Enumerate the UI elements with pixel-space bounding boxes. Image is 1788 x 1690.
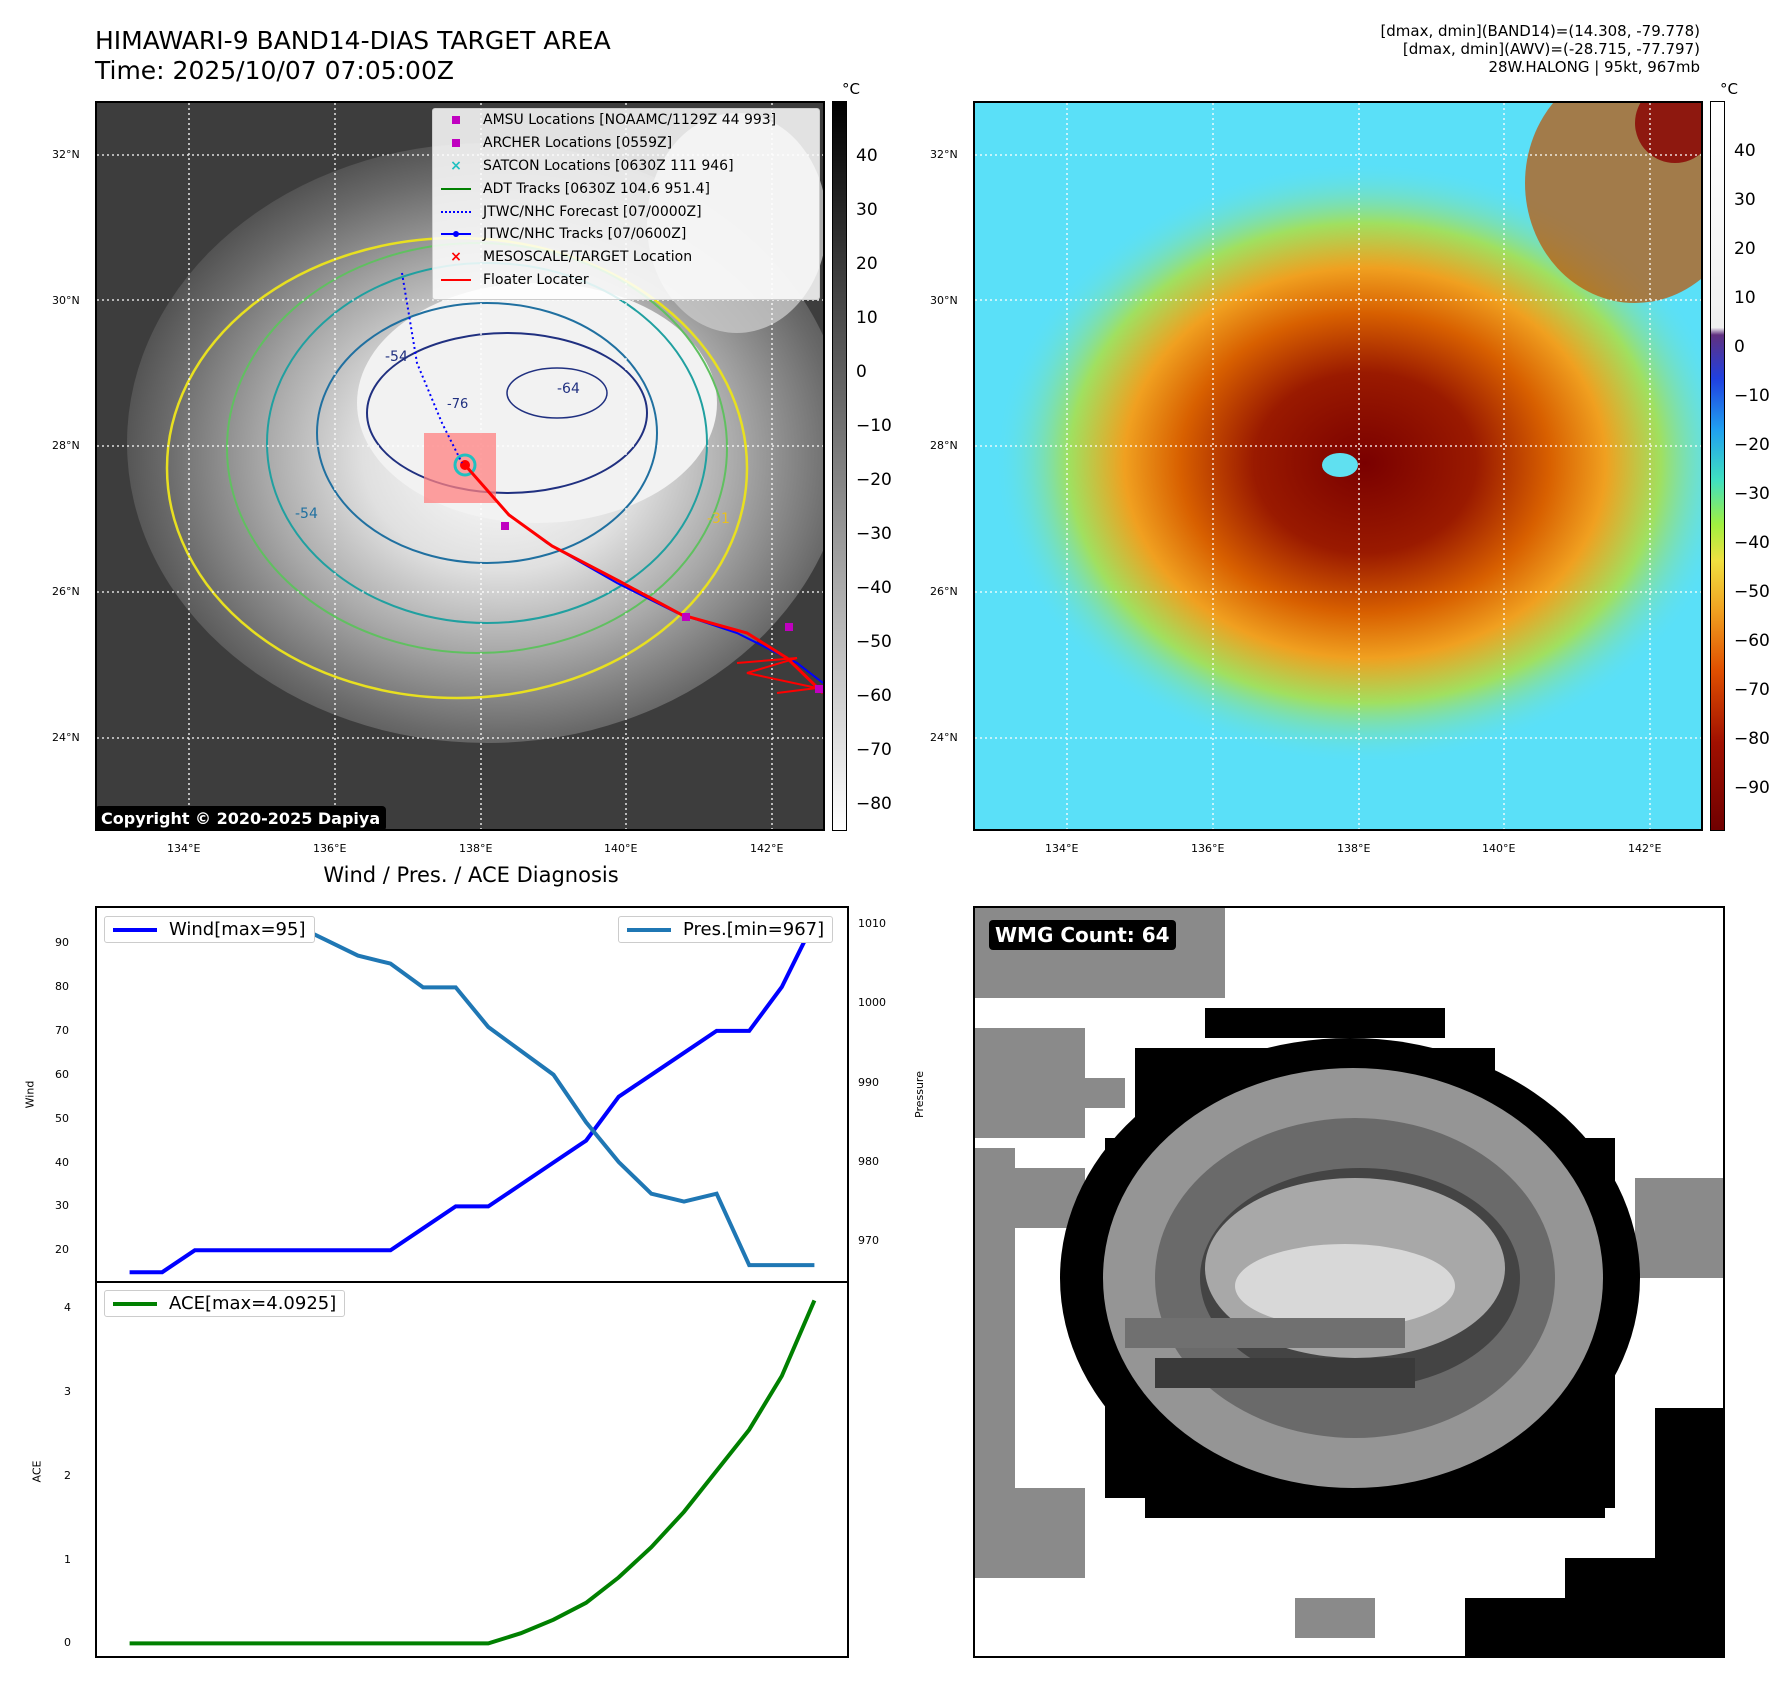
awv-map-panel: [973, 101, 1703, 831]
pressure-tick-label: 980: [858, 1154, 879, 1168]
lon-label: 136°E: [313, 842, 347, 855]
pressure-axis-label: Pressure: [912, 1071, 926, 1118]
lat-label: 26°N: [52, 585, 80, 598]
pressure-tick-label: 1010: [858, 916, 886, 930]
legend-item-amsu: AMSU Locations [NOAAMC/1129Z 44 993]: [433, 109, 819, 132]
wind-tick-label: 40: [55, 1155, 69, 1169]
awv-map: [975, 103, 1701, 829]
wind-tick-label: 60: [55, 1067, 69, 1081]
legend-item-adt: ADT Tracks [0630Z 104.6 951.4]: [433, 177, 819, 200]
pressure-tick-label: 1000: [858, 996, 886, 1010]
lon-label: 138°E: [1337, 842, 1371, 855]
legend-item-satcon: × SATCON Locations [0630Z 111 946]: [450, 157, 734, 174]
wind-pressure-panel: [95, 906, 849, 1283]
lat-label: 30°N: [52, 294, 80, 307]
info-band14: [dmax, dmin](BAND14)=(14.308, -79.778): [1380, 22, 1700, 40]
lon-label: 142°E: [1628, 842, 1662, 855]
lat-label: 30°N: [930, 294, 958, 307]
legend-item-mesoscale: × MESOSCALE/TARGET Location: [450, 249, 693, 266]
ace-axis-label: ACE: [30, 1460, 44, 1483]
wind-tick-label: 80: [55, 979, 69, 993]
awv-colorbar: [1710, 101, 1725, 831]
lat-label: 26°N: [930, 585, 958, 598]
legend-item-forecast: JTWC/NHC Forecast [07/0000Z]: [433, 200, 819, 223]
wind-tick-label: 90: [55, 936, 69, 950]
lat-label: 24°N: [52, 731, 80, 744]
legend-item-archer: ARCHER Locations [0559Z]: [433, 132, 819, 155]
legend-item-floater: Floater Locater: [433, 269, 819, 292]
target-area-box: [424, 433, 496, 503]
ace-tick-label: 3: [64, 1384, 71, 1398]
pressure-tick-label: 990: [858, 1075, 879, 1089]
map-legend: AMSU Locations [NOAAMC/1129Z 44 993] ARC…: [432, 108, 820, 300]
lon-label: 138°E: [459, 842, 493, 855]
contour-label: -64: [557, 381, 580, 397]
info-storm: 28W.HALONG | 95kt, 967mb: [1488, 58, 1700, 76]
legend-item-tracks: JTWC/NHC Tracks [07/0600Z]: [433, 223, 819, 246]
wind-axis-label: Wind: [23, 1080, 37, 1109]
wind-legend: Wind[max=95]: [104, 916, 315, 943]
ace-tick-label: 0: [64, 1636, 71, 1650]
pressure-tick-label: 970: [858, 1234, 879, 1248]
ace-line: [129, 1299, 817, 1646]
lon-label: 134°E: [1045, 842, 1079, 855]
contour-label: -76: [447, 397, 468, 412]
wmg-grid: [975, 908, 1723, 1656]
ace-tick-label: 1: [64, 1552, 71, 1566]
info-block: [dmax, dmin](BAND14)=(14.308, -79.778) […: [1100, 22, 1700, 76]
contour-label: -54: [295, 506, 318, 522]
lat-label: 28°N: [930, 439, 958, 452]
chart-title: HIMAWARI-9 BAND14-DIAS TARGET AREA: [95, 26, 611, 55]
wind-tick-label: 50: [55, 1111, 69, 1125]
lat-label: 32°N: [930, 148, 958, 161]
wind-line: [129, 920, 817, 1275]
ace-plot: [129, 1299, 817, 1646]
ace-legend: ACE[max=4.0925]: [104, 1290, 346, 1317]
wmg-count-badge: WMG Count: 64: [989, 920, 1176, 950]
ace-tick-label: 4: [64, 1301, 71, 1315]
pressure-line: [129, 921, 815, 1268]
lat-label: 24°N: [930, 731, 958, 744]
lat-label: 28°N: [52, 439, 80, 452]
lon-label: 140°E: [604, 842, 638, 855]
wind-tick-label: 30: [55, 1199, 69, 1213]
wind-pressure-plot: [129, 920, 817, 1275]
ir-colorbar: [832, 101, 847, 831]
lon-label: 142°E: [750, 842, 784, 855]
wind-tick-label: 70: [55, 1023, 69, 1037]
lon-label: 140°E: [1482, 842, 1516, 855]
contour-label: -54: [385, 349, 408, 365]
ace-panel: [95, 1281, 849, 1658]
wind-tick-label: 20: [55, 1243, 69, 1257]
colorbar-unit: °C: [1720, 80, 1738, 98]
diagnosis-title: Wind / Pres. / ACE Diagnosis: [323, 863, 619, 887]
wmg-panel: WMG Count: 64: [973, 906, 1725, 1658]
colorbar-unit: °C: [842, 80, 860, 98]
lon-label: 136°E: [1191, 842, 1225, 855]
contour-label: -31: [707, 511, 730, 527]
lon-label: 134°E: [167, 842, 201, 855]
lat-label: 32°N: [52, 148, 80, 161]
time-label: Time: 2025/10/07 07:05:00Z: [95, 56, 454, 85]
ace-tick-label: 2: [64, 1468, 71, 1482]
copyright-label: Copyright © 2020-2025 Dapiya: [97, 806, 387, 829]
pressure-legend: Pres.[min=967]: [618, 916, 834, 943]
info-awv: [dmax, dmin](AWV)=(-28.715, -77.797): [1402, 40, 1700, 58]
